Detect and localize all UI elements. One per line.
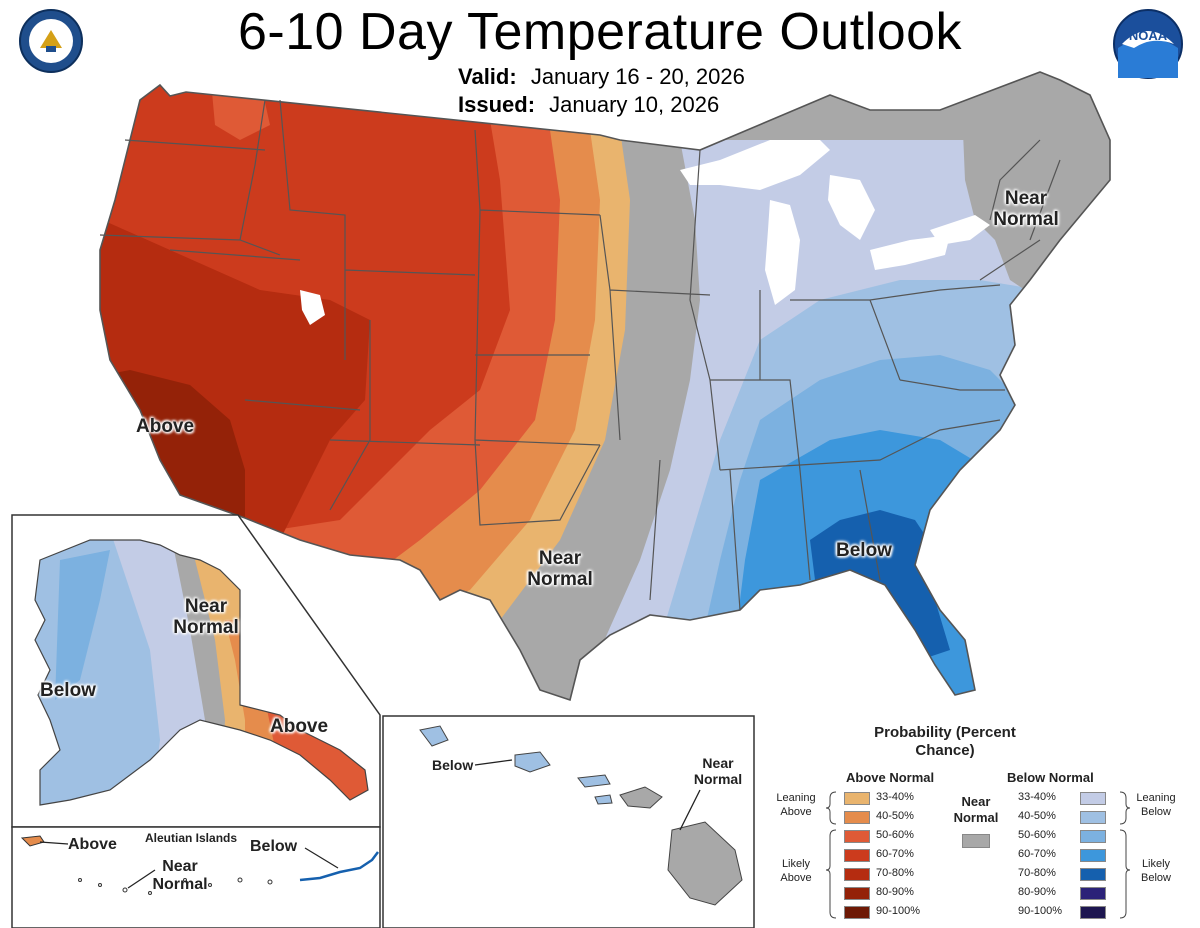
legend-leaning-below: Leaning Below	[1136, 792, 1176, 818]
legend-above-swatch-3	[844, 849, 870, 862]
probability-legend: Probability (Percent Chance) Above Norma…	[760, 720, 1200, 928]
legend-below-range-3: 60-70%	[1018, 848, 1056, 860]
legend-below-range-0: 33-40%	[1018, 791, 1056, 803]
legend-below-swatch-3	[1080, 849, 1106, 862]
alaska-label-above: Above	[270, 716, 329, 737]
legend-likely-below: Likely Below	[1141, 858, 1171, 884]
legend-above-swatch-4	[844, 868, 870, 881]
conus-label-near-normal-ne: Near Normal	[993, 188, 1059, 231]
legend-above-swatch-0	[844, 792, 870, 805]
aleutian-islands-title: Aleutian Islands	[145, 831, 238, 845]
noaa-logo-icon: NOAA	[1112, 8, 1184, 80]
legend-above-header: Above Normal	[846, 770, 935, 785]
aleutian-leader-lines	[39, 841, 339, 889]
page-title: 6-10 Day Temperature Outlook	[237, 3, 963, 61]
legend-below-swatch-0	[1080, 792, 1106, 805]
legend-likely-above: Likely Above	[780, 858, 812, 884]
legend-braces	[825, 791, 1131, 919]
legend-below-swatch-2	[1080, 830, 1106, 843]
legend-below-range-5: 80-90%	[1018, 886, 1056, 898]
legend-below-swatch-1	[1080, 811, 1106, 824]
hawaii-inset	[382, 715, 755, 928]
aleutian-chain	[20, 835, 379, 895]
legend-below-header: Below Normal	[1007, 770, 1094, 785]
legend-above-range-2: 50-60%	[876, 829, 914, 841]
legend-below-range-2: 50-60%	[1018, 829, 1056, 841]
hawaii-label-below: Below	[432, 757, 474, 773]
svg-text:NOAA: NOAA	[1129, 28, 1168, 43]
aleutian-label-near-normal: Near Normal	[152, 858, 208, 893]
valid-line: Valid: January 16 - 20, 2026	[458, 64, 745, 90]
issued-label: Issued:	[458, 92, 536, 117]
legend-above-swatch-5	[844, 887, 870, 900]
issued-value: January 10, 2026	[549, 92, 720, 117]
legend-leaning-above: Leaning Above	[776, 792, 816, 818]
alaska-label-near-normal: Near Normal	[173, 596, 239, 639]
valid-value: January 16 - 20, 2026	[530, 64, 745, 89]
legend-above-swatch-1	[844, 811, 870, 824]
valid-label: Valid:	[458, 64, 517, 89]
legend-below-swatch-5	[1080, 887, 1106, 900]
legend-near-normal-label: Near Normal	[953, 794, 999, 825]
legend-title: Probability (Percent Chance)	[874, 724, 1016, 759]
legend-below-swatch-6	[1080, 906, 1106, 919]
legend-above-range-1: 40-50%	[876, 810, 914, 822]
legend-above-range-0: 33-40%	[876, 791, 914, 803]
legend-above-range-5: 80-90%	[876, 886, 914, 898]
issued-line: Issued: January 10, 2026	[458, 92, 719, 118]
legend-below-range-6: 90-100%	[1018, 905, 1063, 917]
legend-below-swatch-4	[1080, 868, 1106, 881]
alaska-label-below: Below	[40, 680, 96, 701]
conus-label-below: Below	[836, 540, 892, 561]
aleutian-label-below: Below	[250, 838, 298, 855]
legend-below-range-4: 70-80%	[1018, 867, 1056, 879]
legend-above-range-6: 90-100%	[876, 905, 921, 917]
legend-above-range-3: 60-70%	[876, 848, 914, 860]
legend-above-swatch-6	[844, 906, 870, 919]
hawaii-label-near-normal: Near Normal	[693, 755, 743, 787]
legend-above-range-4: 70-80%	[876, 867, 914, 879]
conus-label-above: Above	[136, 416, 195, 437]
conus-boundaries	[99, 71, 1111, 702]
conus-label-near-normal-south: Near Normal	[527, 548, 593, 591]
legend-near-normal-swatch	[962, 834, 990, 848]
aleutian-label-above: Above	[68, 836, 117, 853]
legend-above-swatch-2	[844, 830, 870, 843]
department-of-commerce-seal-icon	[18, 8, 84, 74]
legend-below-range-1: 40-50%	[1018, 810, 1056, 822]
